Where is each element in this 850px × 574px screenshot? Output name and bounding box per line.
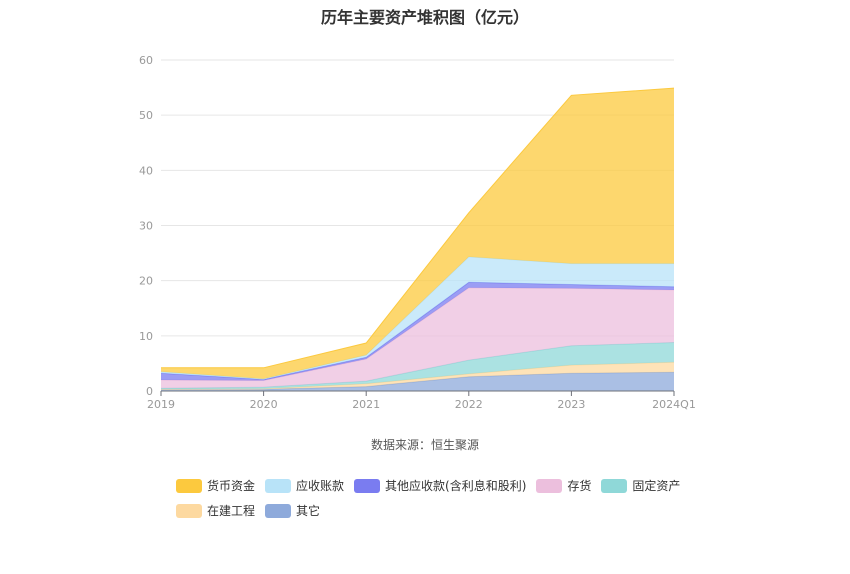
y-tick-label: 50 — [139, 109, 153, 122]
area-5[interactable] — [161, 256, 674, 380]
legend-swatch — [265, 503, 292, 518]
legend-label: 其他应收款(含利息和股利) — [385, 479, 527, 493]
legend-item[interactable]: 其它 — [265, 502, 320, 519]
legend-swatch — [265, 478, 292, 493]
area-3[interactable] — [161, 287, 674, 389]
legend: 货币资金 应收账款 其他应收款(含利息和股利) 存货 固定资产在建工程 其它 — [176, 477, 716, 527]
y-tick-label: 10 — [139, 330, 153, 343]
y-tick-label: 20 — [139, 275, 153, 288]
legend-swatch — [176, 503, 202, 518]
legend-label: 存货 — [567, 479, 592, 493]
x-tick-label: 2020 — [250, 398, 278, 411]
y-tick-label: 0 — [146, 385, 153, 398]
chart-title: 历年主要资产堆积图（亿元） — [320, 8, 529, 27]
legend-swatch — [176, 478, 202, 493]
legend-label: 货币资金 — [207, 479, 256, 493]
legend-item[interactable]: 固定资产 — [601, 477, 680, 494]
legend-item[interactable]: 货币资金 — [176, 477, 255, 494]
axes: 0 10 20 30 40 50 60 2019 2020 2021 2022 2023 2024Q1 — [139, 54, 696, 411]
area-2[interactable] — [161, 342, 674, 390]
area-1[interactable] — [161, 362, 674, 390]
area-series — [160, 87, 675, 391]
legend-item[interactable]: 应收账款 — [265, 477, 344, 494]
y-tick-label: 40 — [139, 164, 153, 177]
x-tick-label: 2021 — [352, 398, 380, 411]
legend-item[interactable]: 在建工程 — [176, 502, 255, 519]
area-0[interactable] — [161, 372, 674, 391]
x-tick-label: 2019 — [147, 398, 175, 411]
area-edge-6 — [161, 87, 675, 369]
area-6[interactable] — [161, 88, 674, 379]
data-source: 数据来源：恒生聚源 — [370, 438, 479, 452]
legend-label: 其它 — [296, 504, 321, 518]
legend-label: 固定资产 — [632, 479, 681, 493]
legend-swatch — [601, 478, 628, 493]
y-tick-label: 30 — [139, 220, 153, 233]
x-tick-label: 2023 — [557, 398, 585, 411]
x-tick-label: 2024Q1 — [652, 398, 696, 411]
legend-swatch — [536, 478, 563, 493]
legend-label: 应收账款 — [296, 479, 345, 493]
legend-item[interactable]: 存货 — [536, 477, 591, 494]
legend-swatch — [354, 478, 381, 493]
x-tick-label: 2022 — [455, 398, 483, 411]
legend-label: 在建工程 — [207, 504, 256, 518]
legend-item[interactable]: 其他应收款(含利息和股利) — [354, 477, 526, 494]
y-tick-label: 60 — [139, 54, 153, 67]
